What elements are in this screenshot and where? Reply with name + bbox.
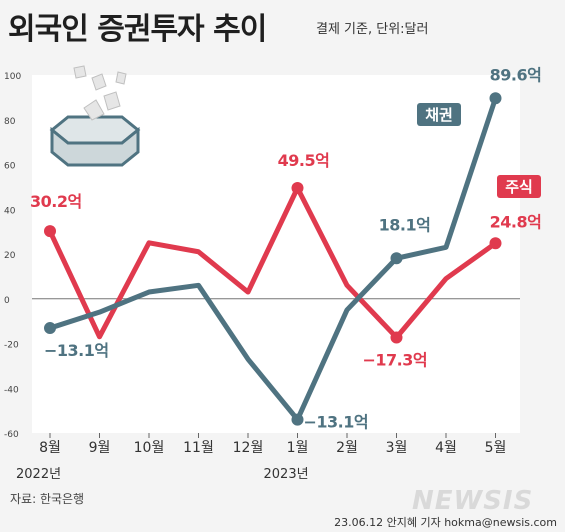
data-label: −17.3억 [363, 350, 428, 369]
unit-note: 결제 기준, 단위:달러 [316, 22, 429, 37]
year-label: 2023년 [264, 467, 309, 482]
y-tick-label: 60 [4, 162, 16, 172]
data-label: 18.1억 [379, 215, 431, 234]
data-point [44, 322, 56, 335]
x-tick-label: 2월 [336, 440, 358, 456]
y-tick-label: -60 [4, 430, 19, 440]
data-point [489, 237, 502, 250]
data-point [390, 331, 403, 344]
byline: 23.06.12 안지혜 기자 hokma@newsis.com [334, 516, 557, 529]
data-point [44, 225, 56, 238]
series-line-stock [47, 185, 498, 340]
x-tick-label: 12월 [233, 440, 264, 456]
y-tick-label: 40 [4, 206, 16, 216]
money-box-icon [49, 65, 141, 167]
x-tick-label: 4월 [435, 440, 457, 456]
data-point [291, 413, 304, 426]
y-tick-label: 0 [4, 296, 10, 306]
y-tick-label: 80 [4, 117, 16, 127]
badge-background [497, 175, 541, 198]
x-tick-label: 1월 [287, 440, 309, 456]
data-label: 49.5억 [278, 151, 330, 170]
data-label: 30.2억 [30, 192, 82, 211]
x-tick-label: 8월 [39, 440, 61, 456]
data-label: −13.1억 [44, 341, 109, 360]
y-tick-label: -20 [4, 341, 19, 351]
x-tick-label: 5월 [485, 440, 507, 456]
data-point [390, 252, 403, 265]
x-tick-label: 10월 [134, 440, 165, 456]
series-name-badge: 채권 [417, 103, 461, 126]
y-tick-label: 20 [4, 251, 16, 261]
watermark-logo: NEWSIS [412, 486, 534, 516]
source-note: 자료: 한국은행 [10, 492, 85, 506]
series-line-bond [47, 95, 498, 423]
page-title: 외국인 증권투자 추이 [8, 12, 267, 47]
year-label: 2022년 [16, 467, 61, 482]
data-label: −13.1억 [304, 413, 369, 432]
x-tick-label: 11월 [183, 440, 214, 456]
series-name-badge: 주식 [497, 175, 541, 198]
series-name-label: 주식 [505, 178, 533, 196]
x-tick-label: 3월 [386, 440, 408, 456]
data-label: 89.6억 [490, 65, 542, 84]
y-tick-label: 100 [4, 72, 21, 82]
data-point [291, 181, 304, 194]
data-label: 24.8억 [490, 212, 542, 231]
y-tick-label: -40 [4, 385, 19, 395]
badge-background [417, 103, 461, 126]
series-name-label: 채권 [425, 106, 453, 124]
data-point [489, 92, 502, 105]
x-tick-label: 9월 [89, 440, 111, 456]
